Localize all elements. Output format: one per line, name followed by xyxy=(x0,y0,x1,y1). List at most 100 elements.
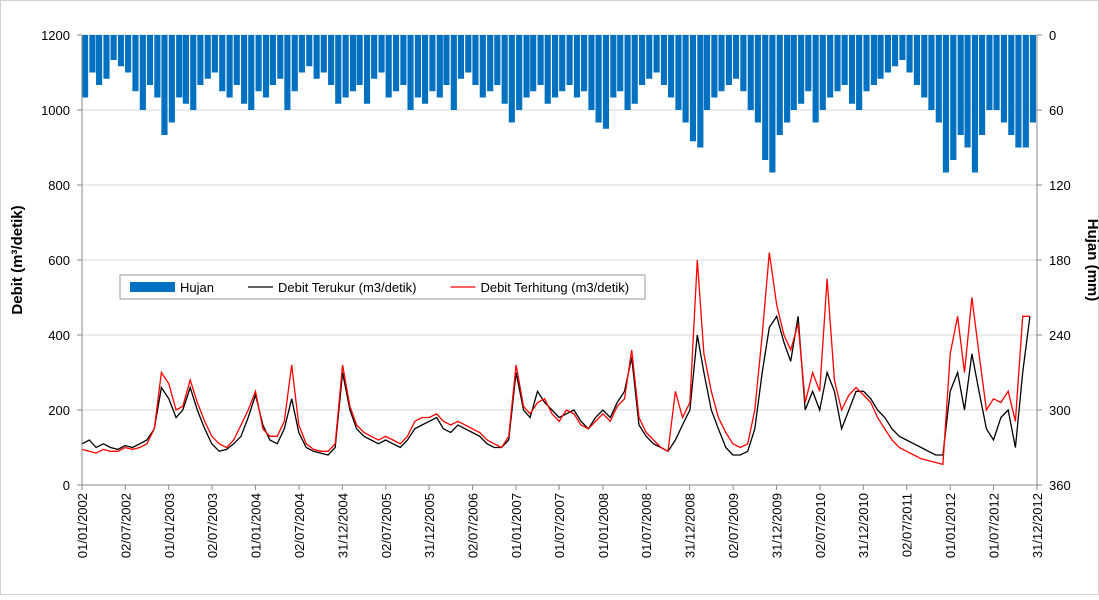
rain-bar xyxy=(935,35,942,123)
rain-bar xyxy=(443,35,450,85)
rain-bar xyxy=(465,35,472,73)
rain-bar xyxy=(197,35,204,85)
rain-bar xyxy=(790,35,797,110)
discharge-line xyxy=(81,314,1031,456)
rain-bar xyxy=(559,35,566,92)
rain-bar xyxy=(457,35,465,79)
x-tick-label: 01/01/2003 xyxy=(162,493,177,558)
rain-bar xyxy=(950,35,957,160)
rain-bar xyxy=(530,35,537,92)
rain-bar xyxy=(356,35,363,85)
rain-bar xyxy=(617,35,624,92)
y2-tick-label: 240 xyxy=(1049,328,1071,343)
rain-bar xyxy=(82,35,89,98)
rain-bar xyxy=(182,35,189,104)
rain-bar xyxy=(798,35,805,104)
rain-bar xyxy=(226,35,233,98)
y-tick-label: 1000 xyxy=(41,103,70,118)
rain-bar xyxy=(125,35,132,73)
x-tick-label: 02/07/2004 xyxy=(292,493,307,558)
rain-bar xyxy=(863,35,870,92)
rain-bar xyxy=(320,35,327,73)
rain-bar xyxy=(610,35,617,98)
rain-bar xyxy=(732,35,740,79)
rain-bar xyxy=(718,35,725,92)
rain-bar xyxy=(349,35,357,92)
rain-bar xyxy=(168,35,175,123)
rain-bar xyxy=(429,35,436,92)
rain-bar xyxy=(631,35,638,104)
x-tick-label: 02/07/2005 xyxy=(379,493,394,558)
rain-bar xyxy=(1029,35,1037,123)
x-tick-label: 01/01/2012 xyxy=(943,493,958,558)
rain-bar xyxy=(769,35,776,173)
rain-bar xyxy=(363,35,371,104)
rain-bar xyxy=(335,35,342,104)
rain-bar xyxy=(219,35,226,92)
rain-bar xyxy=(342,35,349,98)
x-tick-label: 01/07/2007 xyxy=(552,493,567,558)
x-tick-label: 01/01/2002 xyxy=(75,493,90,558)
rain-bar xyxy=(725,35,732,85)
rain-bar xyxy=(103,35,110,79)
rain-bar xyxy=(602,35,610,129)
rain-bar xyxy=(595,35,602,123)
x-tick-label: 02/07/2006 xyxy=(466,493,481,558)
rain-bar xyxy=(653,35,660,73)
rain-bar xyxy=(877,35,884,79)
rain-bar xyxy=(96,35,103,85)
rain-bar xyxy=(566,35,573,85)
rain-bar xyxy=(978,35,986,135)
rain-bar xyxy=(89,35,96,73)
rain-bar xyxy=(660,35,668,85)
x-tick-label: 01/07/2012 xyxy=(986,493,1001,558)
rain-bar xyxy=(523,35,530,98)
rain-bar xyxy=(784,35,791,123)
rain-bar xyxy=(211,35,218,73)
rain-bar xyxy=(479,35,486,98)
rain-bar xyxy=(176,35,183,98)
rain-bar xyxy=(891,35,899,67)
rain-bar xyxy=(132,35,139,92)
rain-bar xyxy=(711,35,718,98)
rain-bar xyxy=(537,35,544,85)
rain-bar xyxy=(190,35,197,110)
rain-bar xyxy=(262,35,270,98)
x-tick-label: 01/01/2008 xyxy=(596,493,611,558)
rain-bar xyxy=(703,35,711,110)
x-tick-label: 31/12/2005 xyxy=(422,493,437,558)
rain-bar xyxy=(986,35,993,110)
rain-bar xyxy=(400,35,407,85)
rain-bar xyxy=(697,35,704,148)
discharge-line xyxy=(81,252,1030,466)
rain-bar xyxy=(581,35,588,92)
x-tick-label: 01/01/2007 xyxy=(509,493,524,558)
rain-bar xyxy=(407,35,414,110)
y-tick-label: 0 xyxy=(63,478,70,493)
rain-bar xyxy=(291,35,298,92)
rain-bar xyxy=(450,35,457,110)
rain-bar xyxy=(117,35,125,67)
x-tick-label: 31/12/2012 xyxy=(1030,493,1045,558)
rain-bar xyxy=(624,35,631,110)
rain-bar xyxy=(248,35,255,110)
y-tick-label: 200 xyxy=(48,403,70,418)
x-tick-label: 31/12/2010 xyxy=(856,493,871,558)
rain-bar xyxy=(668,35,675,98)
rain-bar xyxy=(284,35,291,110)
y2-tick-label: 180 xyxy=(1049,253,1071,268)
rain-bar xyxy=(154,35,161,98)
rain-bar xyxy=(675,35,682,110)
rain-bar xyxy=(487,35,494,92)
x-tick-label: 02/07/2009 xyxy=(726,493,741,558)
rain-bar xyxy=(385,35,392,98)
rain-bar xyxy=(1000,35,1008,123)
legend-label: Debit Terukur (m3/detik) xyxy=(278,280,416,295)
rain-bar xyxy=(139,35,146,110)
rain-bar xyxy=(516,35,523,110)
rain-bar xyxy=(913,35,921,85)
legend-label: Hujan xyxy=(180,280,214,295)
rain-bar xyxy=(392,35,400,92)
rain-bar xyxy=(544,35,551,104)
y-tick-label: 400 xyxy=(48,328,70,343)
